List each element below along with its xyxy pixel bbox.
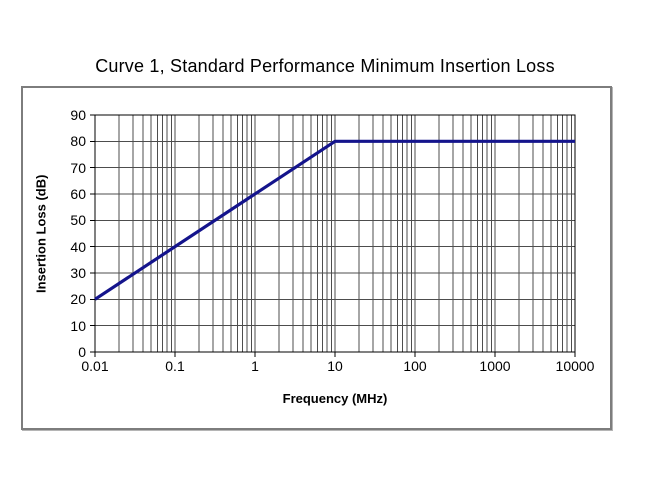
chart-title: Curve 1, Standard Performance Minimum In…: [95, 56, 555, 76]
chart-frame: [21, 86, 612, 430]
